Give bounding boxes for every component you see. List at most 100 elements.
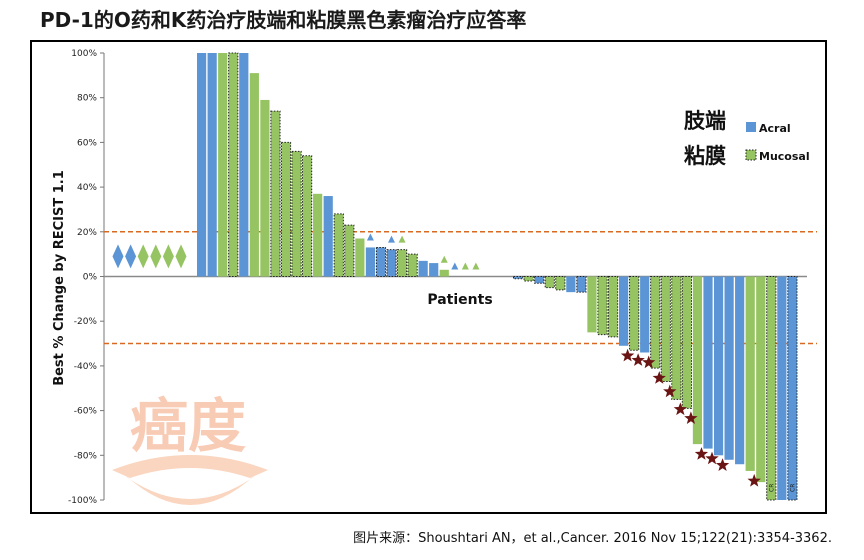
- y-tick-label: -100%: [68, 496, 97, 506]
- response-star-marker: [684, 411, 698, 424]
- progression-diamond-marker: [150, 244, 162, 269]
- bar-mucosal: [249, 73, 259, 277]
- bar-mucosal: [407, 253, 418, 277]
- legend-mucosal-swatch: [745, 149, 757, 161]
- bar-acral: [640, 276, 650, 353]
- bar-mucosal: [544, 276, 555, 289]
- bar-mucosal: [333, 213, 344, 277]
- legend-mucosal-label: Mucosal: [759, 150, 810, 163]
- response-star-marker: [652, 371, 666, 384]
- progression-triangle-marker: [366, 233, 374, 241]
- progression-diamond-marker: [175, 244, 187, 269]
- progression-triangle-marker: [451, 262, 459, 270]
- y-tick-label: 80%: [77, 94, 97, 104]
- y-tick-label: 100%: [71, 49, 97, 59]
- legend-acral-cn: 肢端: [684, 109, 726, 133]
- bar-mucosal: [671, 276, 682, 400]
- y-tick-label: -20%: [74, 317, 98, 327]
- bar-acral: [323, 196, 333, 277]
- bar-mucosal: [302, 155, 313, 277]
- y-tick-label: -80%: [74, 451, 98, 461]
- bar-mucosal: [766, 276, 777, 501]
- progression-diamond-marker: [137, 244, 149, 269]
- bar-mucosal: [650, 276, 661, 369]
- bar-acral: [386, 249, 397, 277]
- y-tick-label: 0%: [83, 273, 98, 283]
- bar-mucosal: [745, 276, 755, 471]
- bar-acral: [239, 53, 249, 277]
- chart-frame: [30, 40, 827, 514]
- watermark-logo: 癌度: [112, 392, 268, 505]
- progression-diamond-marker: [162, 244, 174, 269]
- bar-mucosal: [218, 53, 228, 277]
- response-star-marker: [705, 451, 719, 465]
- bar-mucosal: [228, 52, 239, 277]
- bar-mucosal: [439, 269, 449, 277]
- response-star-marker: [642, 355, 656, 369]
- response-star-marker: [715, 458, 730, 471]
- bar-acral: [513, 276, 524, 280]
- bar-mucosal: [355, 238, 365, 277]
- bar-acral: [576, 276, 587, 293]
- response-star-marker: [694, 447, 709, 460]
- bar-acral: [566, 276, 576, 293]
- bar-mucosal: [344, 224, 355, 277]
- bar-mucosal: [280, 141, 292, 277]
- progression-diamond-marker: [112, 244, 124, 269]
- chart-title: PD-1的O药和K药治疗肢端和粘膜黑色素瘤治疗应答率: [40, 8, 527, 32]
- bar-acral: [724, 276, 734, 460]
- source-citation: 图片来源：Shoushtari AN，et al.,Cancer. 2016 N…: [353, 531, 832, 546]
- x-axis-label: Patients: [427, 292, 492, 308]
- bar-mucosal: [313, 193, 323, 277]
- legend: 肢端 Acral 粘膜 Mucosal: [684, 109, 810, 168]
- bar-mucosal: [597, 276, 608, 336]
- watermark-text: 癌度: [130, 392, 246, 460]
- legend-mucosal-cn: 粘膜: [684, 144, 726, 168]
- response-star-marker: [620, 348, 635, 362]
- bar-mucosal: [587, 276, 597, 333]
- progression-triangle-marker: [472, 262, 480, 270]
- bar-acral: [703, 276, 713, 449]
- bar-acral: [534, 276, 545, 284]
- y-tick-label: -40%: [74, 362, 98, 372]
- cr-label: CR: [789, 484, 796, 492]
- progression-triangle-marker: [461, 262, 469, 270]
- y-tick-label: -60%: [74, 407, 98, 417]
- bar-mucosal: [291, 150, 302, 277]
- bar-mucosal: [629, 276, 640, 351]
- response-star-marker: [663, 384, 677, 398]
- y-axis-label: Best % Change by RECIST 1.1: [52, 170, 67, 386]
- legend-acral-label: Acral: [759, 122, 791, 135]
- bar-mucosal: [270, 110, 281, 277]
- bar-mucosal: [555, 276, 566, 291]
- bar-acral: [735, 276, 745, 465]
- y-tick-label: 60%: [77, 138, 97, 148]
- bar-acral: [429, 263, 439, 277]
- cr-label: CR: [768, 484, 775, 492]
- bar-mucosal: [692, 276, 703, 445]
- bar-acral: [365, 247, 375, 277]
- bar-acral: [713, 276, 724, 456]
- bar-mucosal: [396, 249, 408, 277]
- bar-mucosal: [260, 99, 270, 277]
- bar-acral: [207, 53, 217, 277]
- bar-mucosal: [523, 276, 534, 282]
- bar-acral: [375, 246, 387, 278]
- bar-mucosal: [660, 276, 671, 383]
- progression-diamond-marker: [125, 244, 137, 269]
- y-tick-label: 40%: [77, 183, 97, 193]
- bar-acral: [197, 53, 207, 277]
- bar-acral: [787, 276, 798, 501]
- response-star-marker: [673, 402, 687, 416]
- bar-acral: [619, 276, 629, 346]
- response-star-marker: [631, 353, 645, 366]
- bar-mucosal: [756, 276, 766, 483]
- y-tick-label: 20%: [77, 228, 97, 238]
- bar-acral: [418, 260, 428, 277]
- bar-mucosal: [681, 276, 692, 409]
- bar-mucosal: [607, 276, 619, 338]
- progression-triangle-marker: [388, 235, 395, 243]
- progression-triangle-marker: [440, 255, 448, 263]
- bar-acral: [777, 276, 787, 500]
